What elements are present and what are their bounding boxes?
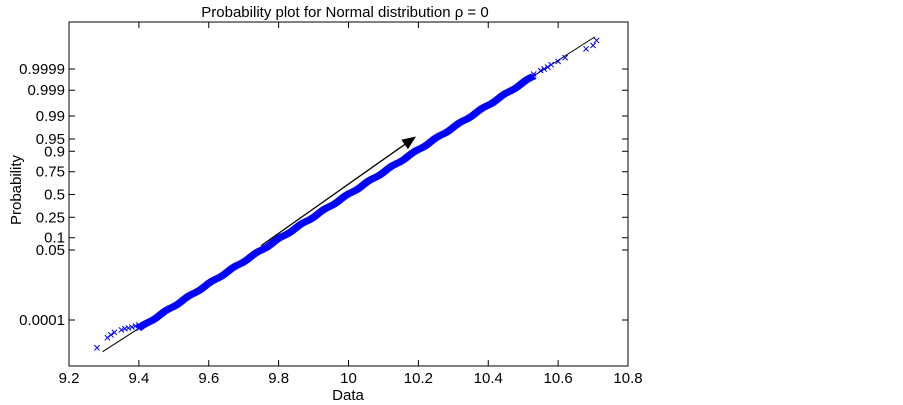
x-tick-label: 9.4 [128,370,149,387]
y-tick-label: 0.99 [36,108,65,125]
data-point [544,64,551,71]
x-tick-label: 10 [340,370,357,387]
data-point [593,37,600,44]
trend-arrow-head [401,136,416,150]
y-tick-label: 0.9 [44,143,65,160]
y-tick-label: 0.05 [36,242,65,259]
y-tick-label: 0.5 [44,187,65,204]
x-tick-label: 10.8 [613,370,642,387]
x-tick-label: 9.6 [198,370,219,387]
x-axis-ticks: 9.2 9.4 9.6 9.8 10 10.2 10.4 10.6 10.8 [59,22,643,387]
data-point [118,326,125,333]
x-tick-label: 9.8 [268,370,289,387]
y-tick-label: 0.9999 [19,61,65,78]
data-point [125,325,132,331]
data-point [530,73,537,80]
data-point [590,42,597,49]
y-tick-label: 0.1 [44,230,65,247]
chart-title: Probability plot for Normal distribution… [201,4,488,21]
y-tick-label: 0.25 [36,209,65,226]
data-point [537,67,544,74]
data-point [555,58,562,65]
y-axis-label: Probability [8,154,25,225]
plot-area [68,21,629,367]
data-point [132,323,139,330]
data-point [562,54,569,61]
y-tick-label: 0.95 [36,131,65,148]
x-tick-label: 10.6 [544,370,573,387]
x-axis-label: Data [332,387,364,404]
trend-arrow-line [260,136,416,247]
data-point [128,324,135,330]
x-tick-label: 9.2 [59,370,80,387]
y-tick-label: 0.999 [27,82,65,99]
x-tick-label: 10.2 [404,370,433,387]
y-tick-label: 0.0001 [19,312,65,329]
data-point [548,61,555,68]
data-markers [93,37,600,351]
data-point [107,331,114,338]
data-point [93,344,100,351]
y-axis-ticks: 0.0001 0.050.1 0.25 0.5 0.75 0.90.95 0.99 0.999… [19,61,628,329]
data-point [541,66,548,72]
x-tick-label: 10.4 [474,370,503,387]
data-point [583,45,590,52]
data-point [111,329,118,336]
y-tick-label: 0.75 [36,164,65,181]
